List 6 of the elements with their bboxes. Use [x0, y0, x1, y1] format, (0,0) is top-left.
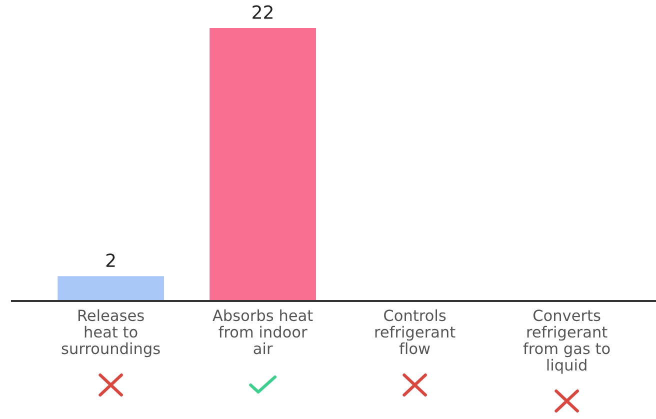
x-tick-label: Controls refrigerant flow — [375, 309, 456, 354]
data-label: 22 — [252, 5, 272, 19]
x-tick-label: Absorbs heat from indoor air — [212, 309, 313, 354]
x-tick-label: Releases heat to surroundings — [62, 309, 160, 358]
x-tick-label: Converts refrigerant from gas to liquid — [523, 310, 610, 374]
data-label: 2 — [106, 253, 115, 267]
